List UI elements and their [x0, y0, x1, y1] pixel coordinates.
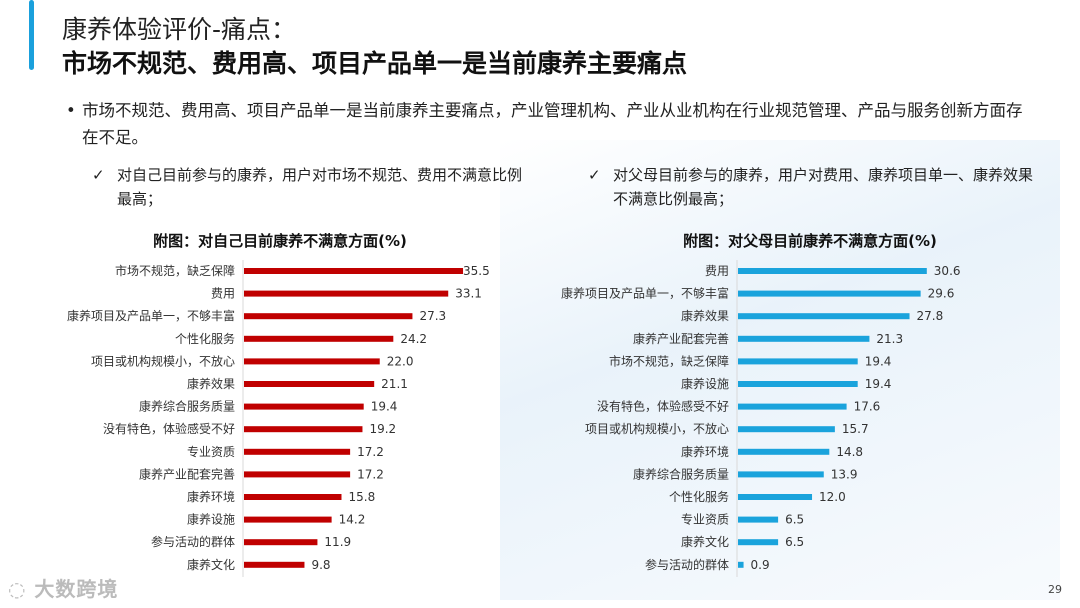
- category-label: 康养效果: [681, 308, 729, 323]
- bar: [244, 471, 351, 478]
- category-label: 康养环境: [187, 489, 235, 504]
- watermark-logo: ◌ 大数跨境: [8, 577, 119, 601]
- data-label: 19.4: [865, 377, 892, 391]
- bar: [738, 494, 813, 500]
- bullet-icon: •: [66, 101, 76, 120]
- data-label: 24.2: [400, 332, 427, 346]
- bar: [244, 516, 332, 523]
- bar: [244, 335, 394, 342]
- bar: [244, 494, 342, 500]
- category-label: 项目或机构规模小，不放心: [91, 353, 235, 368]
- data-label: 21.1: [381, 377, 408, 391]
- category-label: 专业资质: [187, 444, 235, 459]
- data-label: 17.6: [854, 400, 881, 414]
- point-parents: ✓ 对父母目前参与的康养，用户对费用、康养项目单一、康养效果不满意比例最高；: [588, 163, 1033, 211]
- data-label: 17.2: [357, 467, 384, 481]
- bar: [738, 539, 779, 546]
- data-label: 12.0: [819, 490, 846, 504]
- data-label: 6.5: [785, 513, 804, 527]
- data-label: 6.5: [785, 535, 804, 549]
- data-label: 35.5: [463, 264, 490, 278]
- category-label: 康养文化: [187, 557, 235, 572]
- category-label: 参与活动的群体: [151, 534, 235, 549]
- category-label: 个性化服务: [175, 331, 235, 346]
- data-label: 19.4: [371, 400, 398, 414]
- bar: [738, 313, 910, 320]
- data-label: 0.9: [751, 558, 770, 572]
- bar: [738, 358, 858, 365]
- bar: [738, 471, 824, 478]
- category-label: 康养综合服务质量: [139, 399, 235, 414]
- chart-title-parents: 附图：对父母目前康养不满意方面(%): [683, 232, 937, 250]
- category-label: 康养产业配套完善: [139, 466, 235, 481]
- bar: [738, 335, 870, 342]
- bar: [244, 358, 380, 365]
- data-label: 19.2: [369, 422, 396, 436]
- category-label: 康养产业配套完善: [633, 331, 729, 346]
- page-number: 29: [1048, 583, 1062, 596]
- page-title: 康养体验评价-痛点：: [62, 15, 297, 44]
- data-label: 19.4: [865, 354, 892, 368]
- category-label: 康养项目及产品单一，不够丰富: [561, 286, 729, 301]
- bar: [244, 426, 363, 433]
- data-label: 11.9: [324, 535, 351, 549]
- category-label: 康养文化: [681, 534, 729, 549]
- category-label: 项目或机构规模小，不放心: [585, 421, 729, 436]
- bar: [244, 290, 449, 297]
- bar: [738, 268, 927, 274]
- data-label: 9.8: [311, 558, 330, 572]
- data-label: 29.6: [928, 287, 955, 301]
- category-label: 费用: [211, 287, 235, 301]
- data-label: 27.8: [917, 309, 944, 323]
- data-label: 30.6: [934, 264, 961, 278]
- category-label: 没有特色，体验感受不好: [103, 421, 235, 436]
- bar: [738, 290, 921, 297]
- bar: [738, 381, 858, 387]
- category-label: 市场不规范，缺乏保障: [609, 353, 729, 368]
- bar: [244, 268, 464, 274]
- data-label: 15.8: [348, 490, 375, 504]
- point-self: ✓ 对自己目前参与的康养，用户对市场不规范、费用不满意比例最高；: [92, 163, 522, 211]
- category-label: 没有特色，体验感受不好: [597, 399, 729, 414]
- data-label: 33.1: [455, 287, 482, 301]
- data-label: 27.3: [419, 309, 446, 323]
- category-label: 康养项目及产品单一，不够丰富: [67, 308, 235, 323]
- background-decoration: [500, 140, 1060, 600]
- data-label: 22.0: [387, 354, 414, 368]
- category-label: 康养效果: [187, 376, 235, 391]
- category-label: 康养设施: [681, 376, 729, 391]
- category-label: 康养综合服务质量: [633, 466, 729, 481]
- bar: [244, 561, 305, 568]
- check-icon: ✓: [92, 166, 105, 184]
- page-subtitle: 市场不规范、费用高、项目产品单一是当前康养主要痛点: [62, 49, 688, 78]
- category-label: 参与活动的群体: [645, 557, 729, 572]
- category-label: 康养环境: [681, 444, 729, 459]
- bar: [244, 403, 364, 410]
- bar: [244, 381, 375, 387]
- data-label: 17.2: [357, 445, 384, 459]
- bar: [738, 448, 830, 455]
- data-label: 14.8: [836, 445, 863, 459]
- title-accent-bar: [29, 0, 34, 70]
- bar: [244, 539, 318, 546]
- data-label: 15.7: [842, 422, 869, 436]
- bar: [244, 313, 413, 320]
- bar: [738, 403, 847, 410]
- summary-bullet: • 市场不规范、费用高、项目产品单一是当前康养主要痛点，产业管理机构、产业从业机构…: [66, 97, 1036, 151]
- category-label: 市场不规范，缺乏保障: [115, 263, 235, 278]
- bar: [738, 561, 744, 568]
- category-label: 专业资质: [681, 512, 729, 527]
- bar: [738, 426, 835, 433]
- bar: [738, 516, 779, 523]
- data-label: 13.9: [831, 467, 858, 481]
- category-label: 康养设施: [187, 512, 235, 527]
- data-label: 21.3: [876, 332, 903, 346]
- category-label: 个性化服务: [669, 489, 729, 504]
- data-label: 14.2: [339, 513, 366, 527]
- category-label: 费用: [705, 264, 729, 278]
- chart-title-self: 附图：对自己目前康养不满意方面(%): [153, 232, 407, 250]
- bar: [244, 448, 351, 455]
- check-icon: ✓: [588, 166, 601, 184]
